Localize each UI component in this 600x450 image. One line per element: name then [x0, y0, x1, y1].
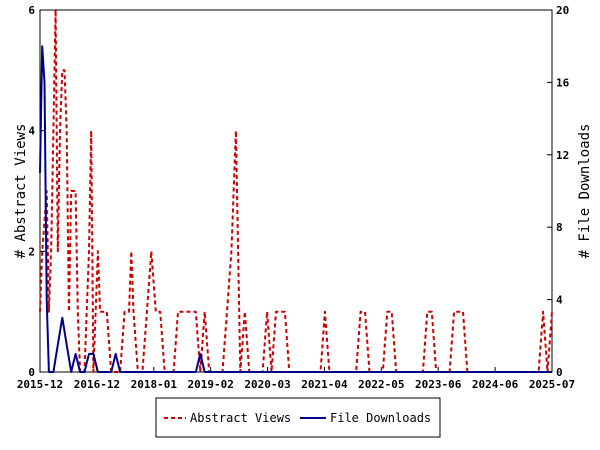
- series-line-1: [39, 45, 552, 373]
- x-tick-label: 2022-05: [358, 378, 404, 391]
- x-tick-label: 2024-06: [472, 378, 519, 391]
- y-tick-label: 2: [28, 245, 35, 258]
- y-tick-label: 4: [28, 125, 35, 138]
- y2-tick-label: 16: [556, 76, 570, 89]
- x-axis: 2015-12 2016-12 2018-01 2019-02 2020-03 2021-…: [17, 367, 575, 391]
- y2-axis-title: # File Downloads: [577, 124, 593, 259]
- x-tick-label: 2023-06: [415, 378, 462, 391]
- y2-tick-label: 4: [556, 294, 563, 307]
- left-axis: 0 2 4 6: [28, 4, 45, 379]
- x-tick-label: 2015-12: [17, 378, 63, 391]
- x-tick-label: 2019-02: [187, 378, 233, 391]
- series-line-0: [39, 9, 553, 373]
- x-tick-label: 2025-07: [529, 378, 575, 391]
- y2-tick-label: 12: [556, 149, 569, 162]
- y2-tick-label: 20: [556, 4, 569, 17]
- x-tick-label: 2016-12: [74, 378, 120, 391]
- y-tick-label: 6: [28, 4, 35, 17]
- plot-area: [39, 9, 553, 373]
- right-axis: 0 4 8 12 16 20: [547, 4, 570, 379]
- x-tick-label: 2021-04: [301, 378, 348, 391]
- x-tick-label: 2018-01: [131, 378, 178, 391]
- y-axis-title: # Abstract Views: [13, 124, 29, 259]
- legend-box: [155, 397, 441, 438]
- legend-label-abstract-views: Abstract Views: [190, 411, 291, 425]
- legend: Abstract Views File Downloads: [155, 397, 441, 438]
- x-tick-label: 2020-03: [244, 378, 290, 391]
- y2-tick-label: 8: [556, 221, 563, 234]
- y-tick-label: 0: [28, 366, 35, 379]
- legend-label-file-downloads: File Downloads: [330, 411, 431, 425]
- y2-tick-label: 0: [556, 366, 563, 379]
- series-layer: [39, 9, 553, 373]
